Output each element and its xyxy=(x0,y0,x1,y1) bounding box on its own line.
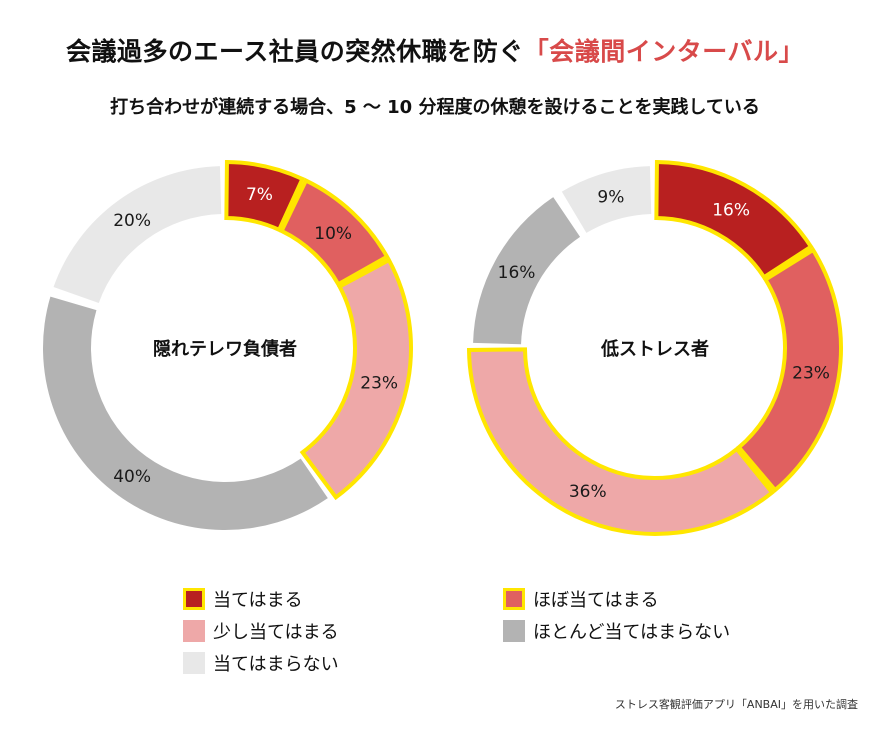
slice-label: 16% xyxy=(712,201,750,221)
legend-label: ほとんど当てはまらない xyxy=(533,622,731,643)
legend-swatch xyxy=(183,652,205,674)
donut-slice xyxy=(473,197,581,345)
donut-center-label: 隠れテレワ負債者 xyxy=(153,338,297,360)
slice-label: 20% xyxy=(113,211,151,231)
legend-label: 当てはまる xyxy=(213,590,303,611)
slice-label: 40% xyxy=(113,467,151,487)
donut-slice xyxy=(561,166,652,233)
legend-item-sukoshi: 少し当てはまる xyxy=(183,617,339,645)
title-main: 会議過多のエース社員の突然休職を防ぐ xyxy=(65,37,524,66)
legend-swatch xyxy=(503,620,525,642)
slice-label: 16% xyxy=(498,263,536,283)
donut-slice xyxy=(278,177,390,287)
chart-title: 会議過多のエース社員の突然休職を防ぐ「会議間インターバル」 xyxy=(0,32,870,68)
legend-swatch xyxy=(183,588,205,610)
donut-slice xyxy=(299,257,413,501)
legend-item-hobo: ほぼ当てはまる xyxy=(503,585,659,613)
legend-swatch xyxy=(183,620,205,642)
donut-slice xyxy=(736,247,843,493)
legend-item-atehamaru: 当てはまる xyxy=(183,585,303,613)
legend-item-ategamaranai: 当てはまらない xyxy=(183,649,339,677)
source-note: ストレス客観評価アプリ「ANBAI」を用いた調査 xyxy=(614,698,858,711)
legend-item-hotondo: ほとんど当てはまらない xyxy=(503,617,730,645)
slice-label: 9% xyxy=(597,187,624,207)
slice-label: 23% xyxy=(792,364,830,384)
slice-label: 10% xyxy=(314,224,352,244)
donut-slice xyxy=(466,347,775,536)
legend-swatch xyxy=(503,588,525,610)
title-highlight: 「会議間インターバル」 xyxy=(523,37,805,66)
legend-label: ほぼ当てはまる xyxy=(533,590,659,611)
donut-slice xyxy=(654,159,814,280)
donut-slice xyxy=(224,159,306,233)
legend-label: 少し当てはまる xyxy=(213,622,339,643)
donut-chart-1: 7% 10% 23% 40% 20% 隠れテレワ負債者 xyxy=(43,159,413,530)
slice-label: 23% xyxy=(360,373,398,393)
legend-label: 当てはまらない xyxy=(213,654,339,675)
slice-label: 36% xyxy=(569,482,607,502)
chart-subtitle: 打ち合わせが連続する場合、5 〜 10 分程度の休憩を設けることを実践している xyxy=(110,97,760,118)
donut-center-label: 低ストレス者 xyxy=(600,338,709,360)
donut-slice xyxy=(43,296,328,530)
donut-chart-2: 16% 23% 36% 16% 9% 低ストレス者 xyxy=(466,159,843,536)
donut-slice xyxy=(53,166,222,304)
slice-label: 7% xyxy=(246,185,273,205)
